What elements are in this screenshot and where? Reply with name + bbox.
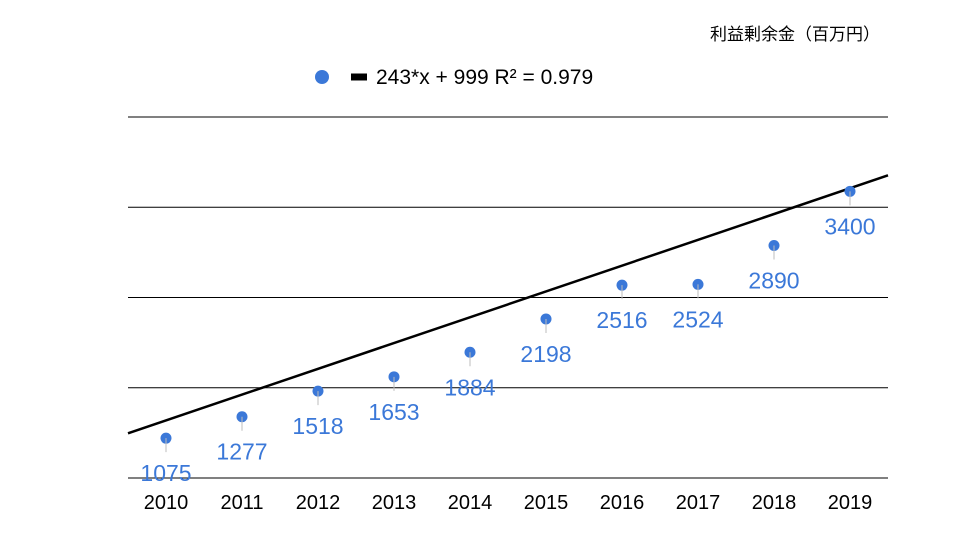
data-label: 1075 (140, 460, 191, 486)
data-label: 2516 (596, 307, 647, 333)
x-tick-label: 2016 (600, 492, 645, 514)
trendline-layer (127, 174, 889, 435)
chart-title: 利益剰余金（百万円） (710, 25, 880, 44)
x-tick-label: 2015 (524, 492, 569, 514)
data-label: 1518 (292, 413, 343, 439)
x-axis-ticks: 2010 2011 2012 2013 2014 2015 2016 2017 2018 2019 (144, 492, 873, 514)
trendline (127, 174, 889, 435)
data-points (160, 185, 856, 444)
x-tick-label: 2017 (676, 492, 721, 514)
x-tick-label: 2011 (220, 492, 263, 514)
gridlines (128, 116, 888, 479)
data-labels: 1075 1277 1518 1653 1884 2198 2516 2524 2890 3400 (140, 191, 876, 486)
x-tick-label: 2018 (752, 492, 797, 514)
x-tick-label: 2019 (828, 492, 873, 514)
x-tick-label: 2012 (296, 492, 341, 514)
legend-trendline-marker (351, 73, 367, 81)
data-label: 2524 (672, 306, 723, 332)
legend-point-marker (315, 70, 329, 84)
legend-trendline-label: 243*x + 999 R² = 0.979 (376, 66, 593, 89)
data-label: 2198 (520, 341, 571, 367)
data-label: 2890 (748, 267, 799, 293)
legend: 243*x + 999 R² = 0.979 (315, 66, 593, 89)
data-label: 1277 (216, 439, 267, 465)
x-tick-label: 2010 (144, 492, 189, 514)
data-label: 1884 (444, 374, 495, 400)
x-tick-label: 2014 (448, 492, 493, 514)
data-label: 3400 (824, 213, 875, 239)
x-tick-label: 2013 (372, 492, 417, 514)
data-label: 1653 (368, 399, 419, 425)
